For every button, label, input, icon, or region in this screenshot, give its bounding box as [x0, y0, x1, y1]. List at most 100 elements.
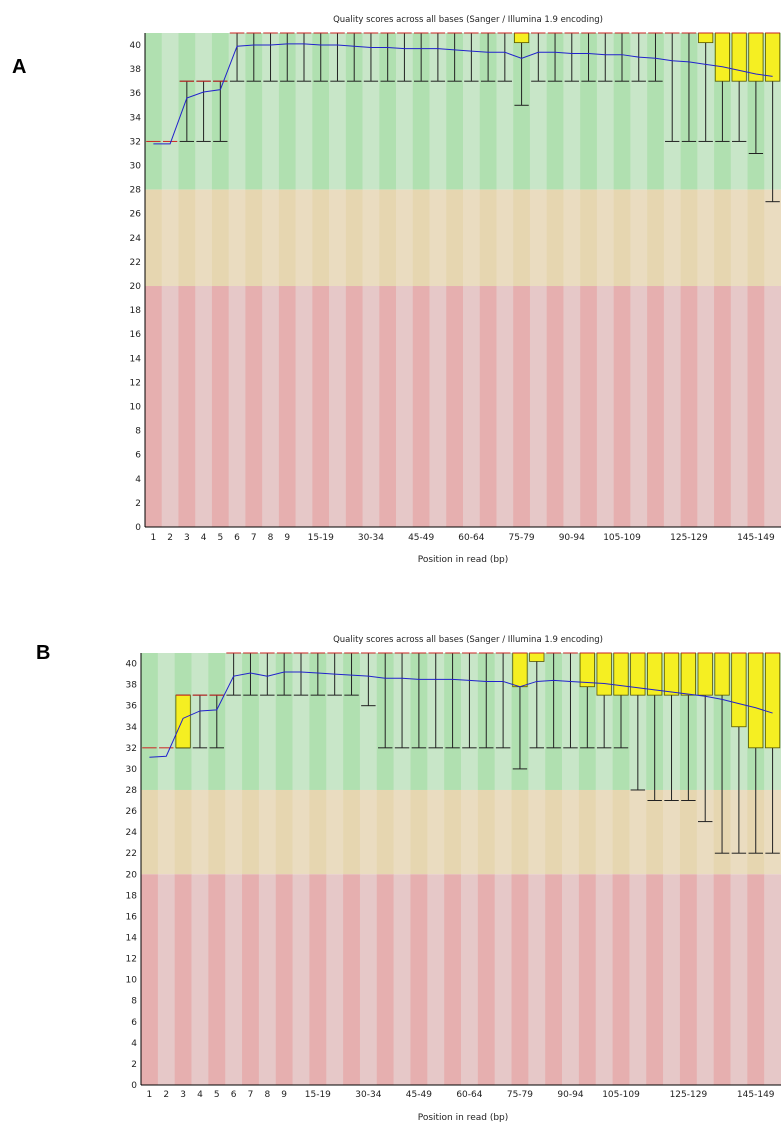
- band-poor-col: [145, 286, 163, 527]
- x-tick-label: 6: [231, 1090, 237, 1100]
- x-tick-label: 105-109: [602, 1090, 640, 1100]
- band-poor-col: [326, 874, 344, 1085]
- x-tick-label: 4: [201, 533, 207, 543]
- x-tick-label: 7: [248, 1090, 254, 1100]
- band-poor-col: [545, 874, 563, 1085]
- x-tick-label: 3: [180, 1090, 186, 1100]
- band-poor-col: [275, 874, 293, 1085]
- band-poor-col: [529, 286, 547, 527]
- chart-a: Quality scores across all bases (Sanger …: [130, 15, 781, 565]
- band-good-col: [326, 653, 344, 790]
- band-poor-col: [141, 874, 159, 1085]
- y-tick-label: 6: [131, 1018, 137, 1028]
- band-poor-col: [278, 286, 296, 527]
- band-good-col: [262, 33, 280, 190]
- band-reasonable-col: [595, 789, 613, 875]
- y-tick-label: 32: [126, 744, 137, 754]
- iqr-box: [514, 32, 530, 44]
- y-tick-label: 30: [130, 162, 142, 172]
- panel-label-a: A: [12, 56, 27, 78]
- band-poor-col: [362, 286, 380, 527]
- band-good-col: [225, 653, 243, 790]
- y-tick-label: 24: [130, 234, 142, 244]
- chart-b-title: Quality scores across all bases (Sanger …: [333, 635, 603, 645]
- band-poor-col: [730, 286, 748, 527]
- band-good-col: [412, 33, 430, 190]
- band-reasonable-col: [258, 789, 277, 875]
- x-tick-label: 1: [151, 533, 157, 543]
- band-reasonable-col: [208, 789, 226, 875]
- band-poor-col: [444, 874, 462, 1085]
- x-tick-label: 4: [197, 1090, 203, 1100]
- band-poor-col: [596, 286, 614, 527]
- band-poor-col: [764, 874, 781, 1085]
- x-tick-label: 75-79: [507, 1090, 533, 1100]
- y-tick-label: 20: [126, 870, 138, 880]
- band-poor-col: [174, 874, 192, 1085]
- band-reasonable-col: [362, 189, 380, 287]
- band-reasonable-col: [345, 189, 363, 287]
- iqr-box: [663, 652, 680, 696]
- band-reasonable-col: [309, 789, 327, 875]
- band-reasonable-col: [429, 189, 447, 287]
- band-reasonable-col: [376, 789, 394, 875]
- band-poor-col: [477, 874, 495, 1085]
- band-poor-col: [208, 874, 226, 1085]
- band-reasonable-col: [228, 189, 246, 287]
- x-tick-label: 5: [214, 1090, 220, 1100]
- iqr-box: [714, 32, 730, 82]
- y-tick-label: 38: [130, 65, 142, 75]
- chart-a-xlabel: Position in read (bp): [418, 555, 509, 565]
- band-good-col: [228, 33, 246, 190]
- y-tick-label: 0: [131, 1081, 137, 1091]
- y-tick-label: 22: [130, 258, 141, 268]
- band-reasonable-col: [242, 789, 260, 875]
- band-good-col: [309, 653, 327, 790]
- x-tick-label: 125-129: [670, 533, 708, 543]
- y-tick-label: 6: [135, 451, 141, 461]
- band-good-col: [145, 33, 163, 190]
- band-poor-col: [427, 874, 445, 1085]
- x-tick-label: 105-109: [603, 533, 641, 543]
- band-poor-col: [679, 874, 698, 1085]
- band-good-col: [295, 33, 313, 190]
- y-tick-label: 14: [126, 933, 138, 943]
- y-tick-label: 26: [130, 210, 142, 220]
- band-reasonable-col: [629, 789, 647, 875]
- band-reasonable-col: [446, 189, 464, 287]
- band-reasonable-col: [393, 789, 411, 875]
- y-tick-label: 24: [126, 828, 138, 838]
- y-tick-label: 26: [126, 807, 138, 817]
- band-poor-col: [747, 286, 765, 527]
- band-poor-col: [393, 874, 411, 1085]
- band-good-col: [245, 33, 263, 190]
- x-tick-label: 45-49: [406, 1090, 432, 1100]
- band-good-col: [496, 33, 514, 190]
- band-poor-col: [178, 286, 196, 527]
- x-tick-label: 3: [184, 533, 190, 543]
- x-tick-label: 15-19: [308, 533, 334, 543]
- band-poor-col: [578, 874, 597, 1085]
- band-reasonable-col: [714, 189, 732, 287]
- band-good-col: [396, 33, 414, 190]
- x-tick-label: 75-79: [509, 533, 535, 543]
- chart-a-background: [145, 33, 781, 527]
- band-reasonable-col: [461, 789, 479, 875]
- y-tick-label: 4: [131, 1039, 137, 1049]
- band-reasonable-col: [545, 789, 563, 875]
- band-poor-col: [713, 874, 731, 1085]
- y-tick-label: 32: [130, 137, 141, 147]
- band-reasonable-col: [596, 189, 614, 287]
- iqr-box: [512, 652, 528, 688]
- band-good-col: [359, 653, 378, 790]
- band-poor-col: [528, 874, 546, 1085]
- iqr-box: [748, 652, 764, 749]
- band-poor-col: [379, 286, 397, 527]
- iqr-box: [698, 32, 714, 44]
- chart-b-background: [141, 653, 781, 1085]
- chart-b-boxes: [142, 652, 781, 854]
- band-poor-col: [309, 874, 327, 1085]
- band-poor-col: [461, 874, 479, 1085]
- band-reasonable-col: [612, 789, 630, 875]
- band-reasonable-col: [496, 189, 514, 287]
